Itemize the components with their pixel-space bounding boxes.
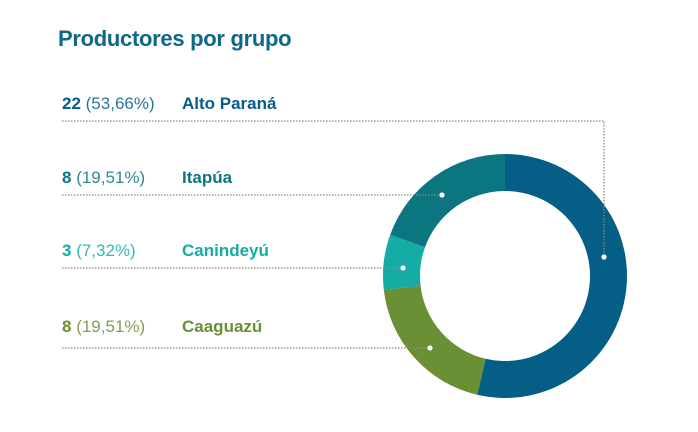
legend-item: 8 (19,51%) Caaguazú — [62, 317, 262, 337]
legend-percent: (19,51%) — [71, 168, 146, 187]
legend-percent: (7,32%) — [71, 241, 136, 260]
legend-percent: (19,51%) — [71, 317, 146, 336]
leader-dot — [439, 192, 445, 198]
legend-item: 8 (19,51%) Itapúa — [62, 168, 232, 188]
legend-label: Caaguazú — [182, 317, 263, 336]
chart-title: Productores por grupo — [58, 26, 292, 51]
legend-item: 3 (7,32%) Canindeyú — [62, 241, 269, 261]
legend-value: 22 — [62, 94, 81, 113]
legend-percent: (53,66%) — [80, 94, 155, 113]
donut-slice-0 — [477, 154, 628, 398]
legend-label: Itapúa — [182, 168, 233, 187]
donut-slice-2 — [383, 234, 426, 290]
legend-label: Canindeyú — [182, 241, 269, 260]
leader-line — [62, 120, 605, 257]
leader-dot — [601, 254, 607, 260]
legend-value: 8 — [62, 317, 72, 336]
legend-label: Alto Paraná — [182, 94, 277, 113]
leader-dot — [427, 345, 433, 351]
legend-value: 3 — [62, 241, 72, 260]
leader-dot — [400, 265, 406, 271]
donut-slice-1 — [383, 285, 486, 395]
donut-slice-3 — [390, 154, 505, 248]
legend-value: 8 — [62, 168, 72, 187]
legend-item: 22 (53,66%) Alto Paraná — [62, 94, 276, 114]
